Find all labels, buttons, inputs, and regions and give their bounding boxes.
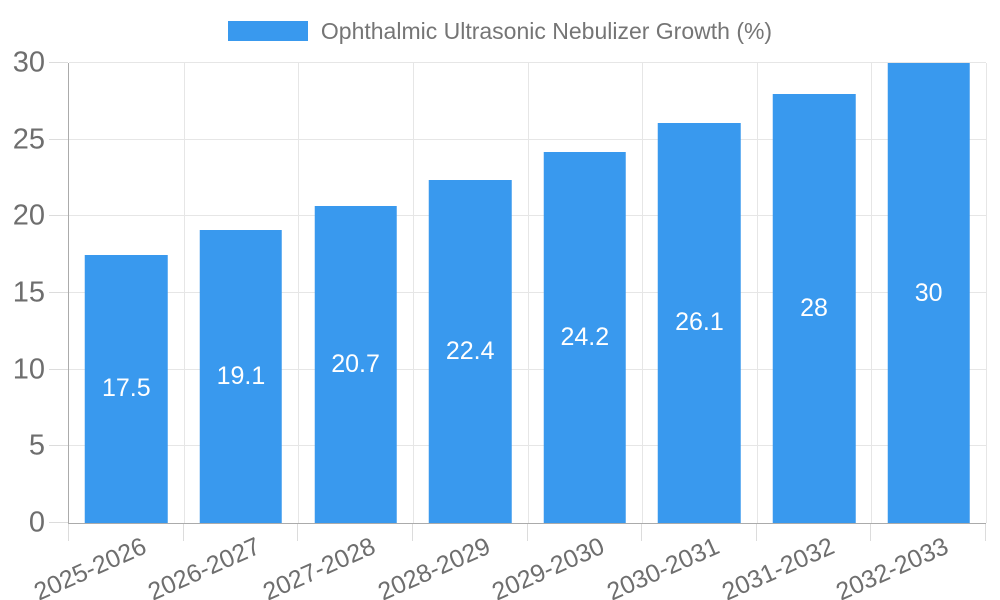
x-axis-tick-mark xyxy=(411,524,413,541)
y-axis-tick-label: 5 xyxy=(28,429,45,462)
gridline-vertical xyxy=(527,63,529,523)
plot-area: 17.5 19.1 20.7 22.4 24.2 26.1 28 30 xyxy=(68,62,987,524)
y-axis-tick-mark xyxy=(49,445,68,447)
gridline-vertical xyxy=(756,63,758,523)
bar-value-label: 19.1 xyxy=(216,362,266,391)
y-axis-tick-mark xyxy=(49,368,68,370)
y-axis-tick-label: 0 xyxy=(28,506,45,539)
bar: 19.1 xyxy=(199,230,283,523)
x-axis-tick-label: 2030-2031 xyxy=(602,532,724,600)
gridline-horizontal xyxy=(69,62,986,63)
bar: 28 xyxy=(772,93,856,523)
y-axis-tick-label: 20 xyxy=(12,199,45,232)
gridline-vertical xyxy=(986,63,987,523)
y-axis-tick-mark xyxy=(49,215,68,217)
x-axis-tick-mark xyxy=(985,524,986,541)
gridline-vertical xyxy=(642,63,644,523)
y-axis-tick-mark xyxy=(49,292,68,293)
y-axis-tick-mark xyxy=(49,522,68,523)
x-axis-tick-mark xyxy=(297,524,299,541)
gridline-vertical xyxy=(412,63,414,523)
bar-value-label: 28 xyxy=(800,293,828,322)
x-axis-tick-label: 2029-2030 xyxy=(488,532,609,600)
x-axis-tick-mark xyxy=(870,524,872,541)
bar-value-label: 17.5 xyxy=(101,374,151,403)
gridline-vertical xyxy=(183,63,185,523)
legend-series-label: Ophthalmic Ultrasonic Nebulizer Growth (… xyxy=(320,18,773,44)
bar: 30 xyxy=(887,63,970,523)
x-axis-tick-mark xyxy=(182,524,184,541)
x-axis-tick-mark xyxy=(68,524,69,541)
gridline-vertical xyxy=(298,63,300,523)
gridline-vertical xyxy=(871,63,873,523)
x-axis-tick-label: 2027-2028 xyxy=(258,532,380,600)
bar-value-label: 22.4 xyxy=(445,336,495,365)
bar: 20.7 xyxy=(314,205,397,523)
x-axis: 2025-2026 2026-2027 2027-2028 2028-2029 2029… xyxy=(0,523,1000,600)
y-axis-tick-label: 15 xyxy=(12,276,45,309)
y-axis: 0 5 10 15 20 25 30 xyxy=(0,48,68,537)
bar-value-label: 30 xyxy=(914,278,943,307)
bar: 17.5 xyxy=(85,254,168,523)
x-axis-tick-mark xyxy=(755,524,757,541)
bar: 22.4 xyxy=(428,179,512,523)
x-axis-tick-label: 2026-2027 xyxy=(144,532,265,600)
x-axis-tick-label: 2031-2032 xyxy=(717,532,839,600)
legend-item[interactable]: Ophthalmic Ultrasonic Nebulizer Growth (… xyxy=(227,18,773,44)
x-axis-tick-label: 2032-2033 xyxy=(832,532,953,600)
y-axis-tick-label: 30 xyxy=(12,46,45,79)
y-axis-tick-mark xyxy=(49,138,68,140)
x-axis-tick-mark xyxy=(641,524,643,541)
y-axis-tick-label: 10 xyxy=(12,353,45,386)
bar: 26.1 xyxy=(658,122,741,523)
bar: 24.2 xyxy=(543,151,627,523)
bar-value-label: 26.1 xyxy=(675,308,724,337)
legend-color-swatch xyxy=(227,21,308,41)
bar-value-label: 20.7 xyxy=(331,349,380,378)
x-axis-tick-mark xyxy=(526,524,528,541)
bar-value-label: 24.2 xyxy=(560,322,610,351)
x-axis-tick-label: 2028-2029 xyxy=(373,532,495,600)
chart-legend: Ophthalmic Ultrasonic Nebulizer Growth (… xyxy=(0,18,1000,44)
y-axis-tick-mark xyxy=(49,62,68,63)
y-axis-tick-label: 25 xyxy=(12,123,45,156)
x-axis-tick-label: 2025-2026 xyxy=(29,532,151,600)
